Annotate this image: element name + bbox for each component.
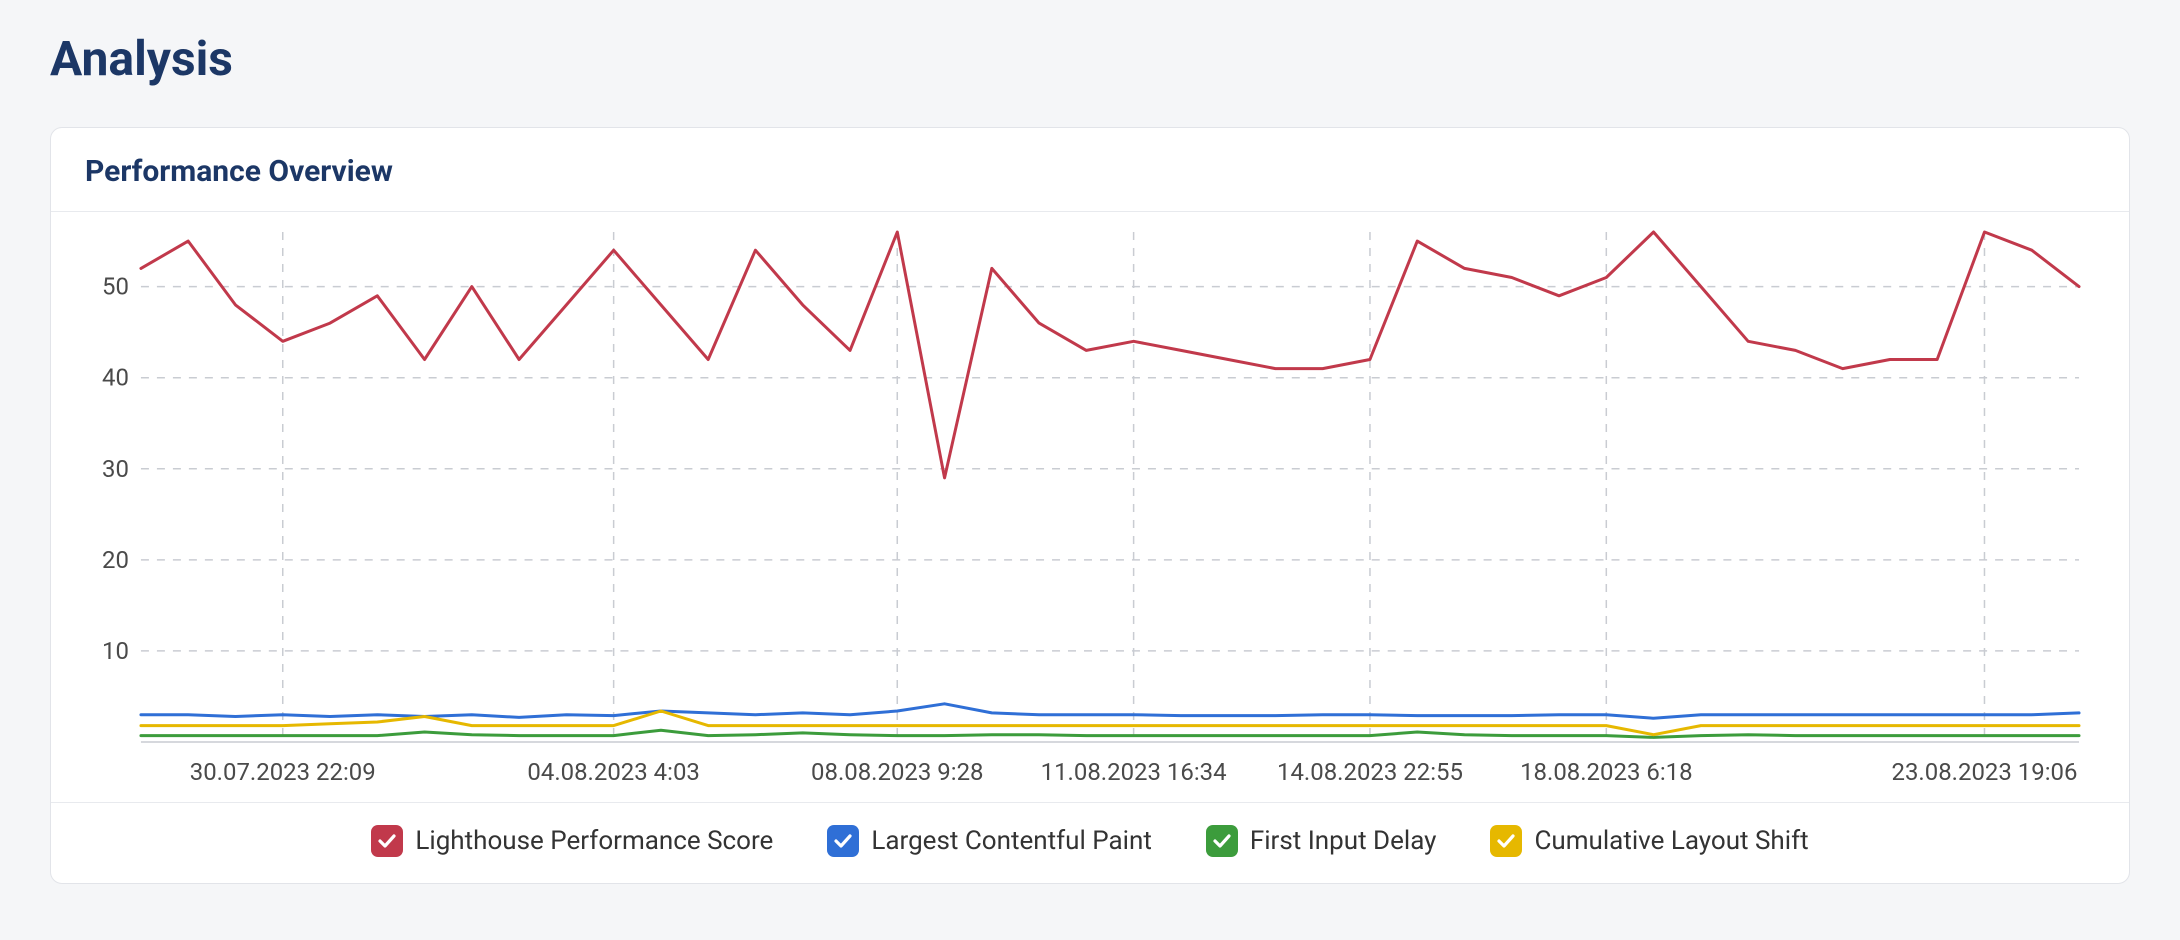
analysis-page: Analysis Performance Overview 10 20 30 40 50… (0, 0, 2180, 914)
chart-container: 10 20 30 40 50 30.07.2023 22:09 04.08.2023 4:0… (51, 212, 2129, 802)
legend-label: Cumulative Layout Shift (1534, 826, 1808, 856)
legend-swatch-icon (827, 825, 859, 857)
legend-label: Lighthouse Performance Score (415, 826, 773, 856)
card-title: Performance Overview (85, 154, 2095, 189)
x-tick-label: 23.08.2023 19:06 (1892, 758, 2078, 786)
series-lcp[interactable] (141, 704, 2079, 719)
x-tick-label: 18.08.2023 6:18 (1520, 758, 1692, 786)
x-tick-label: 04.08.2023 4:03 (527, 758, 699, 786)
performance-chart[interactable]: 10 20 30 40 50 30.07.2023 22:09 04.08.2023 4:0… (81, 222, 2099, 802)
legend-item-2[interactable]: First Input Delay (1206, 825, 1437, 857)
legend-label: First Input Delay (1250, 826, 1437, 856)
y-tick-label: 40 (102, 364, 129, 392)
legend-item-1[interactable]: Largest Contentful Paint (827, 825, 1151, 857)
y-tick-label: 20 (102, 546, 129, 574)
y-tick-label: 30 (102, 455, 129, 483)
series-lighthouse[interactable] (141, 232, 2079, 478)
legend-swatch-icon (1490, 825, 1522, 857)
x-tick-label: 08.08.2023 9:28 (811, 758, 983, 786)
y-tick-label: 50 (102, 273, 129, 301)
x-tick-label: 30.07.2023 22:09 (190, 758, 376, 786)
x-tick-label: 11.08.2023 16:34 (1041, 758, 1227, 786)
y-tick-label: 10 (102, 637, 129, 665)
series-fid[interactable] (141, 730, 2079, 737)
card-header: Performance Overview (51, 128, 2129, 212)
x-tick-label: 14.08.2023 22:55 (1277, 758, 1463, 786)
legend-swatch-icon (371, 825, 403, 857)
legend-swatch-icon (1206, 825, 1238, 857)
legend: Lighthouse Performance Score Largest Cont… (51, 802, 2129, 883)
page-title: Analysis (50, 30, 2130, 87)
legend-item-0[interactable]: Lighthouse Performance Score (371, 825, 773, 857)
performance-card: Performance Overview 10 20 30 40 50 30.07.202… (50, 127, 2130, 884)
legend-label: Largest Contentful Paint (871, 826, 1151, 856)
legend-item-3[interactable]: Cumulative Layout Shift (1490, 825, 1808, 857)
